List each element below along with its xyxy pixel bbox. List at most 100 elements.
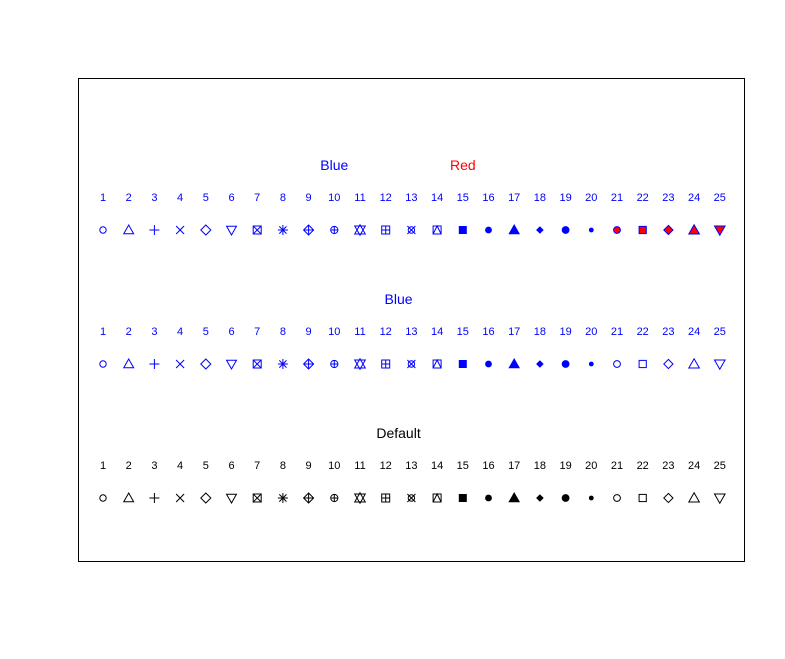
row-default-label-19: 19 xyxy=(559,460,571,472)
row-default-label-3: 3 xyxy=(151,460,157,472)
row-default-symbol-pch-6 xyxy=(225,493,238,504)
row-blue_red-label-8: 8 xyxy=(280,192,286,204)
row-blue_red-symbol-pch-24 xyxy=(687,223,701,235)
row-blue_red-label-15: 15 xyxy=(457,192,469,204)
row-blue_red-label-1: 1 xyxy=(100,192,106,204)
row-blue-symbol-pch-21 xyxy=(613,360,621,368)
row-default-label-7: 7 xyxy=(254,460,260,472)
row-blue_red-title-0: Blue xyxy=(320,157,348,173)
row-blue-label-17: 17 xyxy=(508,326,520,338)
row-blue_red-symbol-pch-10 xyxy=(330,225,339,235)
row-default-label-14: 14 xyxy=(431,460,443,472)
row-blue-label-20: 20 xyxy=(585,326,597,338)
row-blue-symbol-pch-8 xyxy=(277,359,288,369)
row-blue_red-symbol-pch-25 xyxy=(713,225,726,237)
row-blue-label-14: 14 xyxy=(431,326,443,338)
row-default-symbol-pch-16 xyxy=(485,494,492,502)
row-blue-label-13: 13 xyxy=(405,326,417,338)
row-default-symbol-pch-1 xyxy=(99,494,107,502)
row-blue_red-label-16: 16 xyxy=(482,192,494,204)
row-blue-label-8: 8 xyxy=(280,326,286,338)
row-blue_red-label-22: 22 xyxy=(637,192,649,204)
row-blue_red-label-19: 19 xyxy=(559,192,571,204)
row-blue_red-symbol-pch-2 xyxy=(122,224,135,235)
row-default-symbol-pch-17 xyxy=(508,492,521,503)
row-blue_red-label-21: 21 xyxy=(611,192,623,204)
row-blue-label-16: 16 xyxy=(482,326,494,338)
row-blue-label-21: 21 xyxy=(611,326,623,338)
row-blue-symbol-pch-2 xyxy=(122,358,135,369)
row-blue_red-symbol-pch-23 xyxy=(663,224,674,236)
row-blue_red-label-4: 4 xyxy=(177,192,183,204)
row-blue-symbol-pch-13 xyxy=(407,359,416,369)
row-blue-symbol-pch-9 xyxy=(302,358,315,370)
row-default-label-12: 12 xyxy=(380,460,392,472)
row-default-label-18: 18 xyxy=(534,460,546,472)
row-default-title-0: Default xyxy=(376,425,420,441)
row-default-label-5: 5 xyxy=(203,460,209,472)
row-blue-label-7: 7 xyxy=(254,326,260,338)
row-blue-symbol-pch-24 xyxy=(687,357,701,369)
row-blue-symbol-pch-18 xyxy=(536,360,544,368)
row-blue-label-22: 22 xyxy=(637,326,649,338)
row-default-symbol-pch-13 xyxy=(407,493,416,503)
row-blue_red-symbol-pch-16 xyxy=(485,226,492,234)
row-default-symbol-pch-22 xyxy=(638,493,647,503)
row-default-label-22: 22 xyxy=(637,460,649,472)
row-default-label-21: 21 xyxy=(611,460,623,472)
row-default-symbol-pch-10 xyxy=(330,493,339,503)
plot-frame xyxy=(78,78,745,562)
row-blue-label-3: 3 xyxy=(151,326,157,338)
row-blue-symbol-pch-11 xyxy=(353,357,367,371)
row-blue-label-18: 18 xyxy=(534,326,546,338)
row-blue_red-label-23: 23 xyxy=(662,192,674,204)
row-default-symbol-pch-25 xyxy=(713,493,726,505)
row-blue-symbol-pch-10 xyxy=(330,359,339,369)
row-blue-symbol-pch-23 xyxy=(663,358,674,370)
row-blue-symbol-pch-15 xyxy=(458,360,467,368)
row-default-label-10: 10 xyxy=(328,460,340,472)
row-blue_red-label-18: 18 xyxy=(534,192,546,204)
row-default-label-16: 16 xyxy=(482,460,494,472)
row-blue-label-1: 1 xyxy=(100,326,106,338)
row-blue_red-label-12: 12 xyxy=(380,192,392,204)
row-blue-symbol-pch-5 xyxy=(200,358,212,370)
row-default-symbol-pch-11 xyxy=(353,491,367,505)
row-blue_red-symbol-pch-7 xyxy=(252,225,262,235)
row-default-label-24: 24 xyxy=(688,460,700,472)
row-default-symbol-pch-4 xyxy=(175,493,185,503)
row-default-label-15: 15 xyxy=(457,460,469,472)
row-blue-symbol-pch-4 xyxy=(175,359,185,369)
row-blue_red-symbol-pch-18 xyxy=(536,226,544,234)
row-default-symbol-pch-20 xyxy=(588,495,594,501)
row-blue-symbol-pch-25 xyxy=(713,359,726,371)
row-blue-label-11: 11 xyxy=(354,326,365,338)
row-blue-symbol-pch-1 xyxy=(99,360,107,368)
row-blue_red-label-25: 25 xyxy=(714,192,726,204)
row-blue_red-label-9: 9 xyxy=(306,192,312,204)
row-default-symbol-pch-7 xyxy=(252,493,262,503)
row-default-symbol-pch-12 xyxy=(381,493,391,503)
row-default-label-13: 13 xyxy=(405,460,417,472)
row-blue_red-symbol-pch-3 xyxy=(149,225,160,235)
row-default-symbol-pch-8 xyxy=(277,493,288,503)
row-default-label-23: 23 xyxy=(662,460,674,472)
row-blue-symbol-pch-12 xyxy=(381,359,391,369)
row-blue-label-6: 6 xyxy=(228,326,234,338)
row-blue_red-label-7: 7 xyxy=(254,192,260,204)
row-blue-label-25: 25 xyxy=(714,326,726,338)
row-blue-symbol-pch-20 xyxy=(588,361,594,367)
row-default-label-11: 11 xyxy=(354,460,365,472)
row-blue_red-symbol-pch-1 xyxy=(99,226,107,234)
row-blue_red-label-13: 13 xyxy=(405,192,417,204)
row-blue-label-5: 5 xyxy=(203,326,209,338)
row-default-symbol-pch-2 xyxy=(122,492,135,503)
row-blue-label-4: 4 xyxy=(177,326,183,338)
row-blue_red-symbol-pch-15 xyxy=(458,226,467,234)
row-blue-symbol-pch-6 xyxy=(225,359,238,370)
row-blue-symbol-pch-17 xyxy=(508,358,521,369)
row-blue_red-symbol-pch-8 xyxy=(277,225,288,235)
row-default-symbol-pch-14 xyxy=(432,492,442,503)
